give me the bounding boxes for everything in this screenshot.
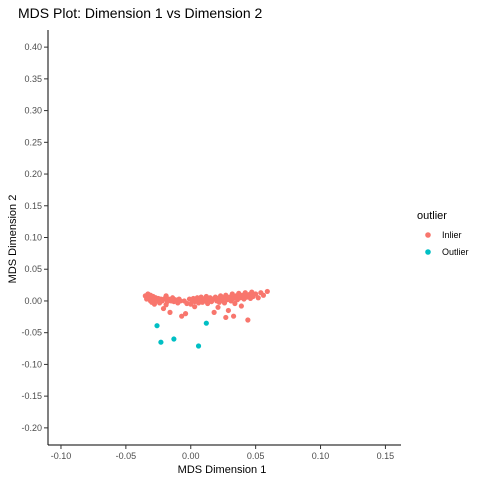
y-tick-label: 0.25 <box>24 137 42 147</box>
outlier-point <box>154 323 160 329</box>
inlier-point <box>229 291 235 297</box>
x-tick-label: 0.05 <box>247 451 265 461</box>
y-tick-label: -0.10 <box>21 359 42 369</box>
x-tick-label: 0.15 <box>377 451 395 461</box>
x-axis-ticks: -0.10 -0.05 0.00 0.05 0.10 0.15 <box>51 445 394 461</box>
outlier-point <box>195 343 202 349</box>
legend: outlier Inlier Outlier <box>417 210 469 257</box>
inlier-point <box>223 314 229 321</box>
data-points <box>142 288 270 349</box>
legend-entries: Inlier Outlier <box>425 230 469 257</box>
y-tick-label: -0.15 <box>21 391 42 401</box>
inlier-point <box>253 291 259 297</box>
y-tick-label: 0.35 <box>24 74 42 84</box>
legend-title: outlier <box>417 210 447 222</box>
y-tick-label: -0.05 <box>21 328 42 338</box>
plot-area: -0.10 -0.05 0.00 0.05 0.10 0.15 -0.20-0.15-0.… <box>21 30 401 461</box>
inlier-point <box>230 313 237 319</box>
y-tick-label: 0.40 <box>24 42 42 52</box>
outlier-legend-label: Outlier <box>442 247 469 257</box>
inlier-point <box>184 300 190 307</box>
inlier-point <box>160 305 167 312</box>
inlier-point <box>238 303 244 309</box>
inlier-point <box>255 295 261 301</box>
y-tick-label: 0.10 <box>24 233 42 243</box>
inlier-point <box>260 292 267 298</box>
inlier-point <box>245 317 251 323</box>
inlier-point <box>192 304 198 310</box>
y-tick-label: 0.30 <box>24 106 42 116</box>
inlier-legend-key <box>425 232 431 238</box>
inlier-point <box>182 311 189 317</box>
x-tick-label: 0.00 <box>182 451 200 461</box>
chart-title: MDS Plot: Dimension 1 vs Dimension 2 <box>18 5 263 21</box>
inlier-point <box>179 313 185 319</box>
y-tick-label: 0.20 <box>24 169 42 179</box>
y-tick-label: 0.00 <box>24 296 42 306</box>
outlier-legend-key <box>425 249 431 255</box>
y-axis-ticks: -0.20 -0.15 -0.10 -0.05 0.00 0.05 0.10 0.15 0.20… <box>21 42 48 433</box>
x-tick-label: -0.05 <box>116 451 137 461</box>
inlier-point <box>249 289 255 295</box>
inlier-point <box>264 288 270 295</box>
inlier-point <box>163 302 169 308</box>
y-tick-label: 0.15 <box>24 201 42 211</box>
inlier-point <box>215 304 221 310</box>
inlier-point <box>223 292 229 298</box>
x-axis-title: MDS Dimension 1 <box>178 464 267 476</box>
x-tick-label: -0.10 <box>51 451 72 461</box>
inlier-point <box>232 300 238 307</box>
inlier-point <box>167 309 173 315</box>
inlier-point <box>236 290 242 296</box>
inlier-point <box>211 309 217 315</box>
inlier-legend-label: Inlier <box>442 230 462 240</box>
y-axis-title: MDS Dimension 2 <box>7 195 19 284</box>
inlier-point <box>177 298 183 304</box>
y-tick-label: -0.20 <box>21 423 42 433</box>
outlier-point <box>171 336 177 342</box>
inlier-point <box>225 307 231 314</box>
outlier-point <box>203 320 209 326</box>
y-tick-label: 0.05 <box>24 264 42 274</box>
inlier-point <box>242 290 248 296</box>
x-tick-label: 0.10 <box>312 451 330 461</box>
outlier-point <box>158 339 164 345</box>
